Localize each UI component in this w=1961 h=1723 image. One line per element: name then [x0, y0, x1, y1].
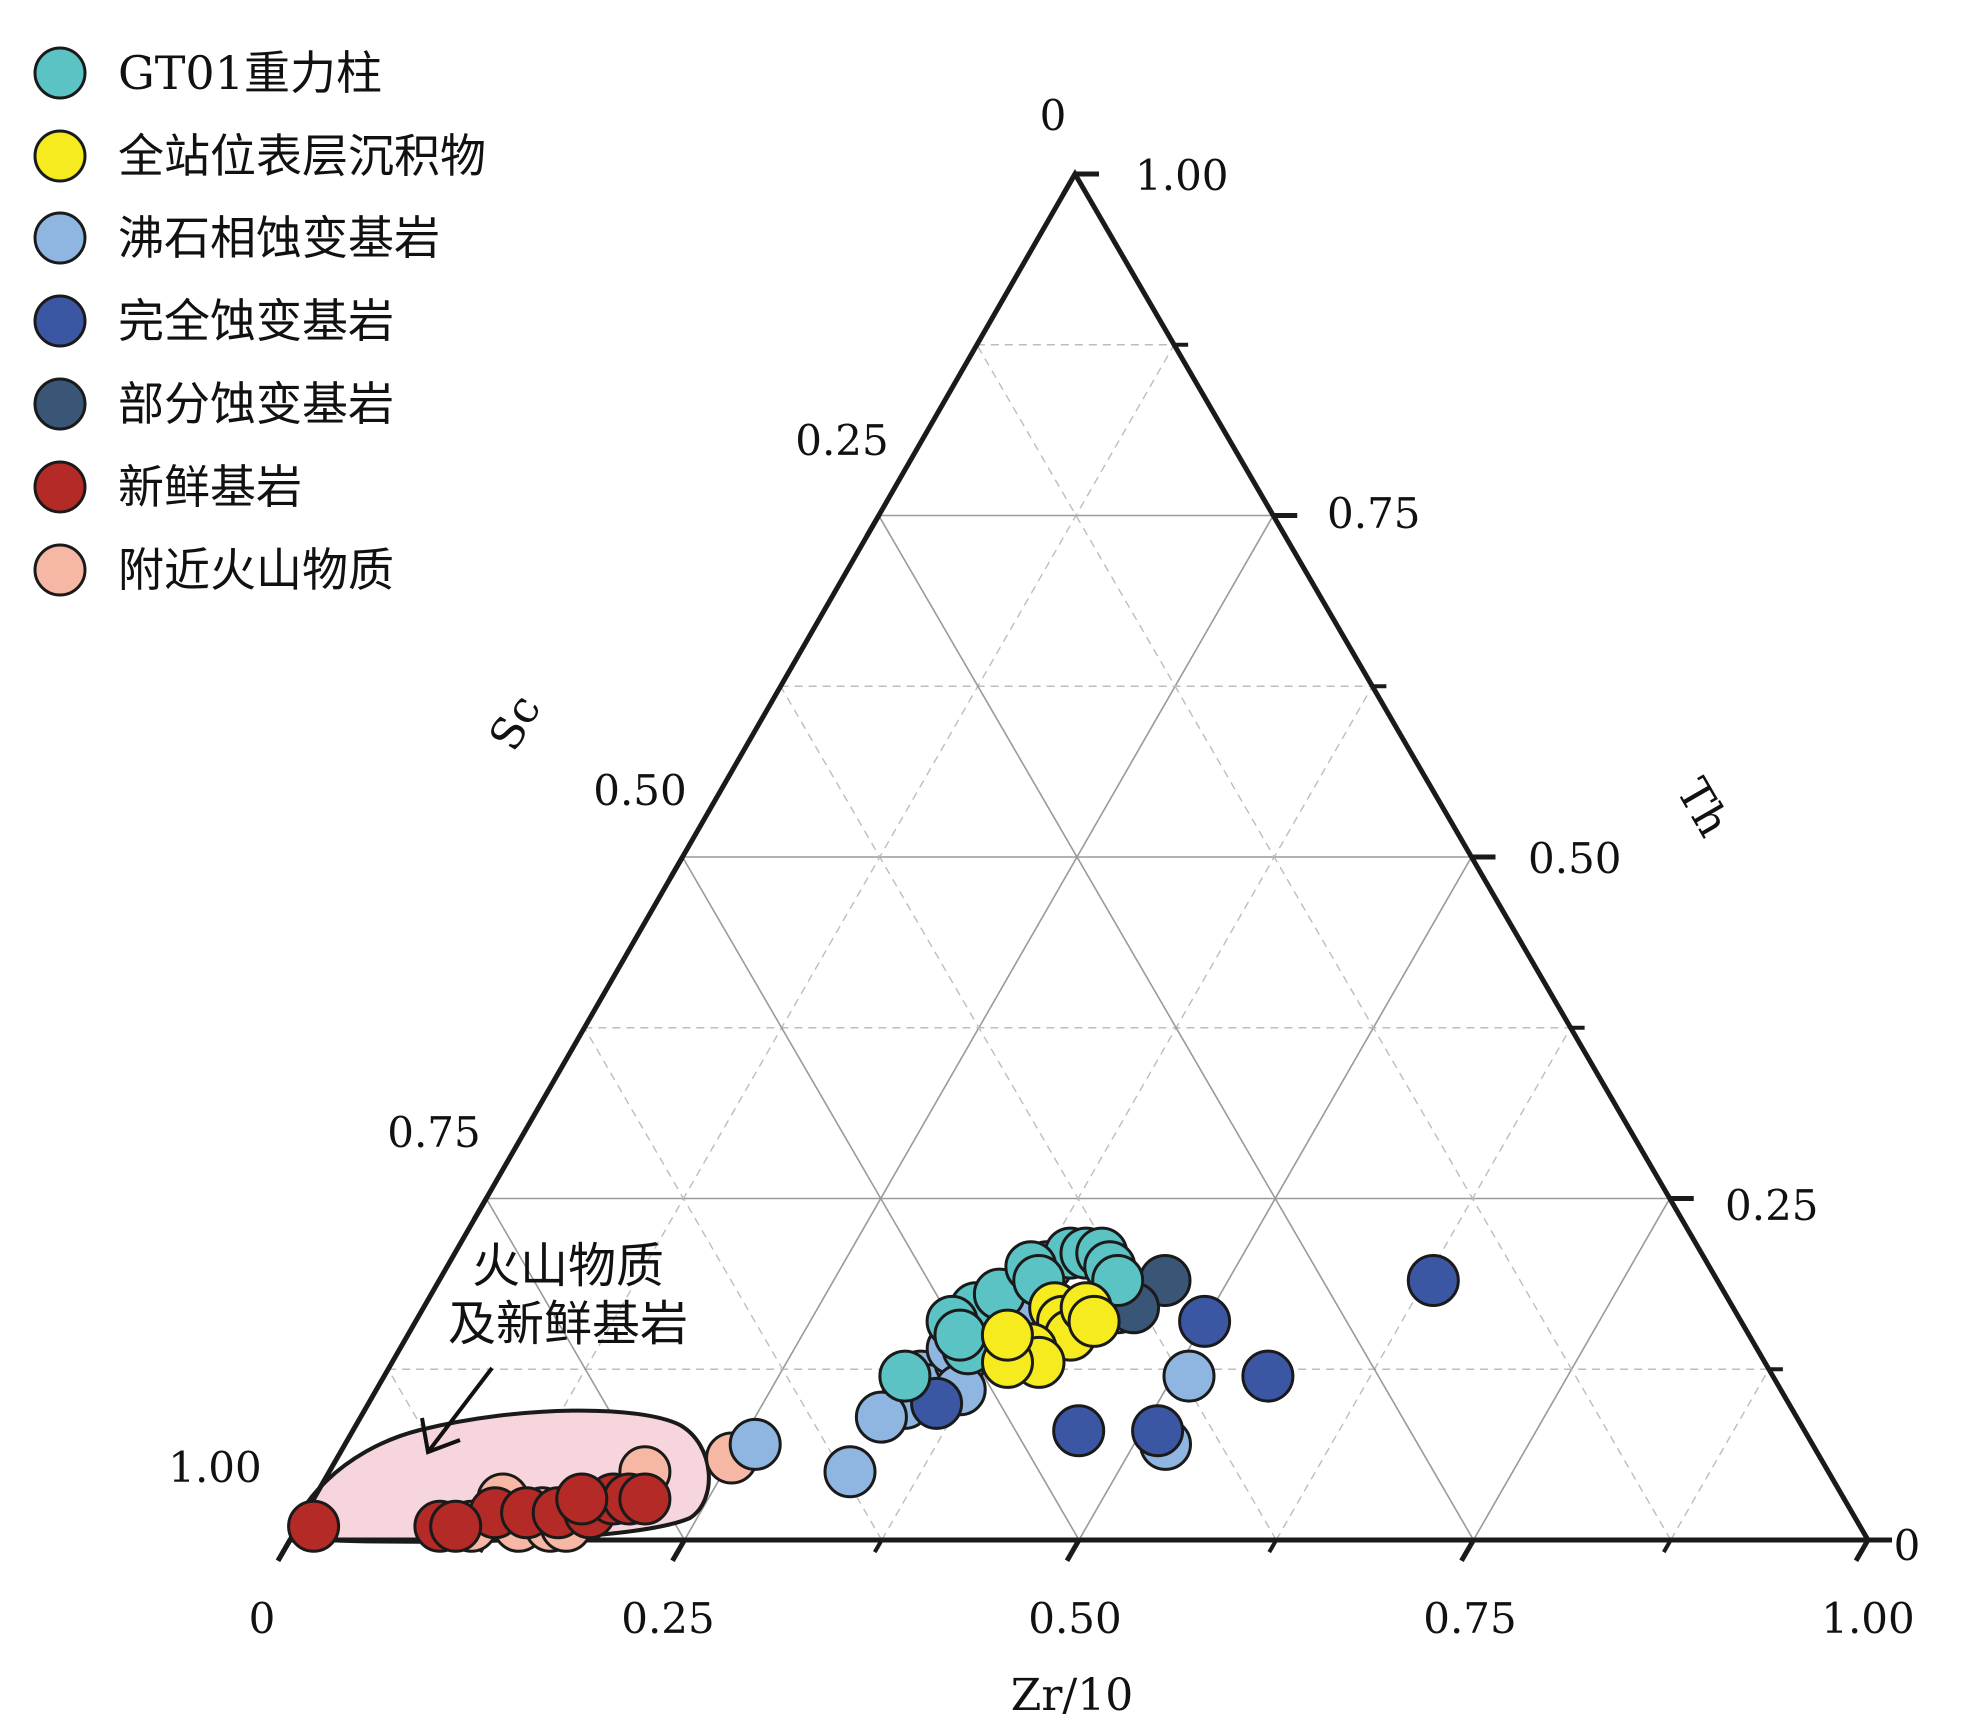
left-axis-title: Sc [480, 686, 552, 759]
data-point-s1-8 [1067, 1294, 1121, 1348]
annotation-arrow [420, 1366, 494, 1455]
grid-line-1-7 [1670, 1368, 1770, 1541]
left-tick-label-4: 1.00 [168, 1443, 262, 1492]
legend: GT01重力柱 全站位表层沉积物 沸石相蚀变基岩 完全蚀变基岩 部分蚀变基岩 新… [33, 46, 486, 597]
bottom-tick-8 [1853, 1538, 1871, 1563]
legend-marker-gt01 [33, 46, 87, 100]
data-point-s5-9 [429, 1499, 483, 1553]
legend-label-fresh-bedrock: 新鲜基岩 [118, 460, 302, 514]
bottom-tick-3 [873, 1538, 884, 1554]
grid [387, 344, 1770, 1541]
legend-marker-partially-altered [33, 377, 87, 431]
left-tick-label-1: 0.25 [795, 416, 889, 465]
left-tick-0 [275, 1538, 293, 1563]
data-point-s5-10 [555, 1472, 609, 1526]
left-tick-label-0: 0 [1040, 91, 1067, 140]
legend-label-surface-sediment: 全站位表层沉积物 [118, 129, 486, 183]
left-tick-4 [668, 855, 685, 880]
data-point-s1-6 [980, 1308, 1034, 1362]
legend-marker-nearby-volcanic [33, 543, 87, 597]
legend-label-zeolite-altered: 沸石相蚀变基岩 [118, 211, 440, 265]
right-tick-label-2: 0.50 [1528, 834, 1622, 883]
left-tick-label-2: 0.50 [593, 766, 687, 815]
grid-line-1-3 [881, 685, 1373, 1541]
data-point-s3-4 [1178, 1294, 1232, 1348]
data-point-s5-0 [287, 1499, 341, 1553]
left-tick-2 [472, 1197, 489, 1221]
bottom-tick-label-2: 0.50 [1028, 1594, 1122, 1643]
legend-marker-zeolite-altered [33, 211, 87, 265]
left-tick-3 [575, 1026, 587, 1041]
data-point-s0-12 [933, 1308, 987, 1362]
bottom-tick-5 [1267, 1538, 1278, 1554]
left-tick-7 [968, 343, 979, 358]
bottom-tick-label-1: 0.25 [621, 1594, 715, 1643]
left-tick-6 [864, 514, 881, 538]
grid-line-2-7 [976, 344, 1672, 1541]
data-point-s3-5 [1406, 1254, 1460, 1307]
data-point-s2-11 [1162, 1349, 1216, 1403]
legend-label-gt01: GT01重力柱 [118, 46, 382, 100]
bottom-tick-2 [670, 1538, 687, 1563]
grid-line-2-5 [780, 685, 1277, 1541]
right-tick-label-3: 0.75 [1327, 489, 1421, 538]
left-tick-1 [379, 1368, 390, 1383]
data-point-s3-1 [1052, 1404, 1106, 1458]
grid-line-2-4 [681, 856, 1080, 1541]
bottom-tick-label-0: 0 [249, 1594, 276, 1643]
legend-marker-fully-altered [33, 294, 87, 348]
right-tick-label-1: 0.25 [1725, 1181, 1819, 1230]
legend-marker-fresh-bedrock [33, 460, 87, 514]
data-point-s3-3 [1241, 1349, 1295, 1403]
annotation-line-1: 火山物质 [472, 1238, 664, 1294]
left-tick-8 [1060, 172, 1078, 197]
left-tick-5 [771, 685, 783, 700]
right-tick-label-0: 0 [1894, 1521, 1921, 1570]
legend-label-fully-altered: 完全蚀变基岩 [118, 294, 394, 348]
legend-label-partially-altered: 部分蚀变基岩 [118, 377, 394, 431]
bottom-tick-7 [1662, 1538, 1673, 1554]
left-tick-label-3: 0.75 [387, 1108, 481, 1157]
data-point-s2-1 [823, 1445, 877, 1499]
bottom-tick-6 [1459, 1538, 1476, 1563]
grid-line-1-1 [486, 344, 1175, 1541]
bottom-tick-label-3: 0.75 [1423, 1594, 1517, 1643]
data-point-s3-2 [1131, 1404, 1185, 1458]
data-point-s2-0 [728, 1417, 782, 1471]
bottom-axis-title: Zr/10 [1011, 1670, 1133, 1721]
legend-label-nearby-volcanic: 附近火山物质 [118, 543, 394, 597]
right-tick-label-4: 1.00 [1135, 151, 1229, 200]
annotation-line-2: 及新鲜基岩 [448, 1296, 688, 1352]
bottom-tick-label-4: 1.00 [1821, 1594, 1915, 1643]
data-point-s5-8 [618, 1472, 672, 1526]
data-point-s2-13 [854, 1390, 908, 1444]
right-axis-title: Th [1666, 770, 1739, 845]
grid-line-2-6 [878, 515, 1475, 1541]
data-points [287, 1226, 1460, 1553]
legend-marker-surface-sediment [33, 129, 87, 183]
data-point-s0-0 [878, 1349, 932, 1403]
bottom-tick-4 [1064, 1538, 1082, 1563]
